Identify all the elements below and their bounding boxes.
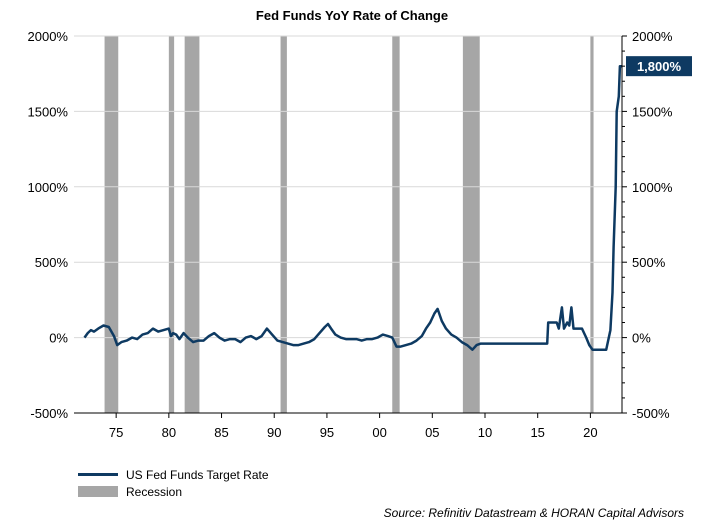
series-line-0 [83,64,622,351]
y-tick-label-left-1: 0% [49,331,68,346]
x-tick-label-9: 20 [583,425,597,440]
y-tick-label-right-4: 1500% [632,104,673,119]
y-tick-label-left-3: 1000% [28,180,69,195]
axes [74,35,627,418]
recession-band-0 [104,36,119,413]
recession-band-4 [392,36,400,413]
tick-labels: 75 80 85 90 95 00 05 10 15 20 -500% -500% 0% 0% 500% 50… [28,29,692,440]
source-note: Source: Refinitiv Datastream & HORAN Cap… [383,506,684,520]
legend-label-recession: Recession [126,484,183,499]
y-tick-label-left-5: 2000% [28,29,69,44]
recession-band-5 [462,36,480,413]
recession-bands [104,36,594,413]
end-value-label: 1,800% [637,59,682,74]
y-tick-label-right-2: 500% [632,255,666,270]
y-tick-label-right-0: -500% [632,406,670,421]
recession-band-6 [590,36,594,413]
x-tick-label-2: 85 [214,425,228,440]
legend-item-fed-funds: US Fed Funds Target Rate [78,466,269,483]
y-tick-label-right-5: 2000% [632,29,673,44]
x-tick-label-7: 10 [478,425,492,440]
recession-band-2 [184,36,200,413]
chart-title: Fed Funds YoY Rate of Change [255,8,449,23]
y-tick-label-right-1: 0% [632,331,651,346]
grid-lines [74,35,622,414]
x-tick-label-4: 95 [320,425,334,440]
x-tick-label-5: 00 [372,425,386,440]
y-tick-label-left-0: -500% [30,406,68,421]
legend-swatch-line [78,473,118,476]
y-tick-label-left-2: 500% [35,255,69,270]
x-tick-label-3: 90 [267,425,281,440]
end-value-label-box [626,56,692,77]
legend-swatch-box [78,486,118,497]
x-tick-label-0: 75 [109,425,123,440]
legend-label-fed-funds: US Fed Funds Target Rate [126,467,269,482]
y-tick-label-right-3: 1000% [632,180,673,195]
x-tick-label-8: 15 [530,425,544,440]
y-tick-label-left-4: 1500% [28,104,69,119]
x-tick-label-6: 05 [425,425,439,440]
series-lines [83,64,622,351]
legend-item-recession: Recession [78,483,269,500]
x-tick-label-1: 80 [162,425,176,440]
chart-legend: US Fed Funds Target Rate Recession [78,466,269,500]
recession-band-1 [168,36,175,413]
recession-band-3 [280,36,287,413]
